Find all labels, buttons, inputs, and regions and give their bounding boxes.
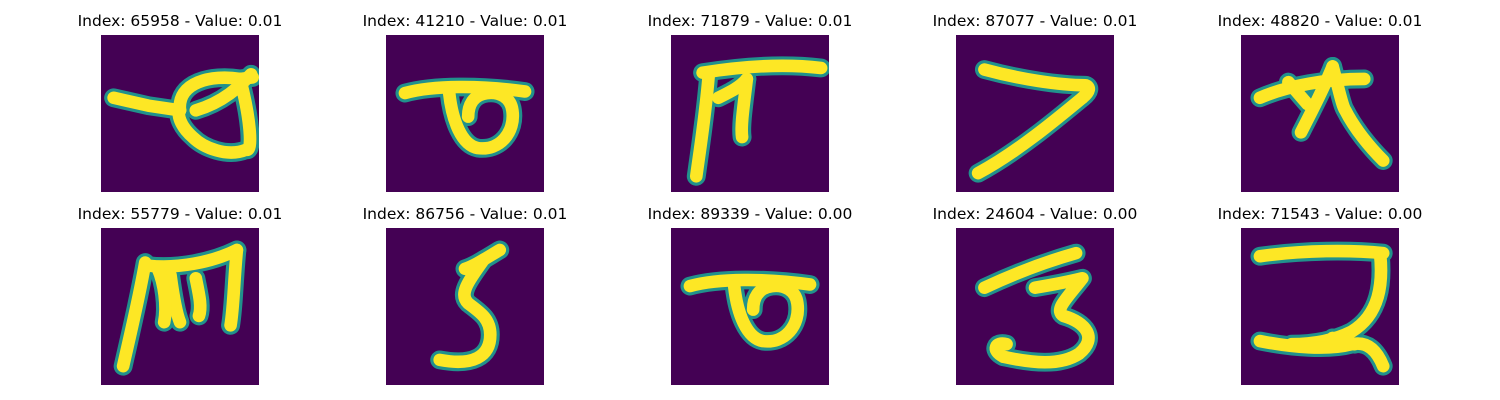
digit-image: [101, 228, 259, 385]
panel-title: Index: 87077 - Value: 0.01: [932, 12, 1138, 30]
panel-title: Index: 71879 - Value: 0.01: [647, 12, 853, 30]
glyph-stroke-core: [978, 63, 1096, 105]
digit-image: [386, 228, 544, 385]
panel-title: Index: 41210 - Value: 0.01: [362, 12, 568, 30]
glyph-stroke-core: [1253, 244, 1390, 263]
glyph-stroke-core: [189, 271, 207, 323]
glyph-stroke-core: [442, 86, 520, 155]
digit-image: [1241, 228, 1399, 385]
glyph-stroke-core: [683, 273, 817, 293]
glyph-stroke-core: [172, 72, 257, 159]
glyph-stroke-core: [224, 243, 244, 332]
digit-glyph-svg: [686, 56, 829, 186]
glyph-stroke-core: [151, 262, 172, 329]
digit-glyph-svg: [974, 243, 1098, 372]
panel-title: Index: 55779 - Value: 0.01: [77, 205, 283, 223]
digit-glyph-svg: [1250, 241, 1393, 376]
glyph-stroke-core: [107, 91, 187, 117]
digit-image: [671, 35, 829, 192]
glyph-stroke-core: [1326, 331, 1362, 351]
digit-glyph-svg: [968, 60, 1099, 183]
panel-title: Index: 48820 - Value: 0.01: [1217, 12, 1423, 30]
glyph-stroke-core: [164, 268, 187, 329]
digit-image: [956, 35, 1114, 192]
digit-glyph-svg: [104, 64, 259, 162]
digit-glyph-svg: [430, 240, 510, 372]
glyph-stroke-core: [1282, 75, 1314, 111]
glyph-stroke-core: [997, 271, 1095, 369]
panel-title: Index: 86756 - Value: 0.01: [362, 205, 568, 223]
digit-image: [386, 35, 544, 192]
glyph-stroke-core: [689, 66, 716, 183]
glyph-stroke-core: [971, 91, 1089, 180]
glyph-stroke-core: [1326, 60, 1390, 167]
panel-title: Index: 89339 - Value: 0.00: [647, 205, 853, 223]
digit-glyph-svg: [113, 240, 247, 376]
digit-image: [1241, 35, 1399, 192]
glyph-stroke-core: [398, 80, 532, 100]
glyph-stroke-core: [989, 337, 1013, 364]
glyph-stroke-core: [727, 279, 805, 348]
glyph-stroke-core: [978, 246, 1083, 294]
glyph-stroke-core: [735, 72, 754, 144]
panel-title: Index: 65958 - Value: 0.01: [77, 12, 283, 30]
glyph-stroke-core: [189, 67, 258, 117]
digit-glyph-svg: [680, 270, 820, 351]
panel-title: Index: 71543 - Value: 0.00: [1217, 205, 1423, 223]
digit-glyph-svg: [1250, 56, 1393, 171]
glyph-stroke-core: [116, 256, 152, 373]
digit-image: [671, 228, 829, 385]
digit-image: [956, 228, 1114, 385]
glyph-stroke-core: [433, 253, 497, 369]
digit-glyph-svg: [395, 77, 535, 158]
digit-image: [101, 35, 259, 192]
glyph-stroke-core: [696, 59, 828, 79]
panel-title: Index: 24604 - Value: 0.00: [932, 205, 1138, 223]
glyph-stroke-core: [1253, 72, 1371, 105]
